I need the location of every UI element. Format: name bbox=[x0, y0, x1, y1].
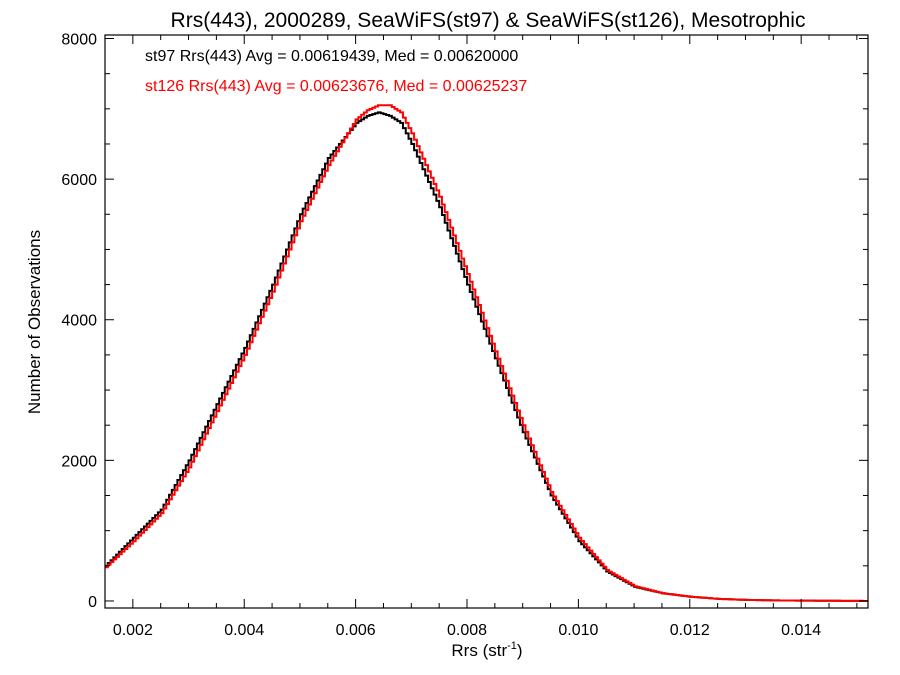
y-tick-labels: 0 2000 4000 6000 8000 bbox=[61, 32, 97, 611]
chart-title: Rrs(443), 2000289, SeaWiFS(st97) & SeaWi… bbox=[171, 9, 806, 32]
tick-marks bbox=[105, 35, 868, 608]
x-axis-label-main: Rrs (str bbox=[451, 641, 507, 660]
x-tick-label: 0.014 bbox=[781, 622, 821, 639]
y-tick-label: 6000 bbox=[61, 172, 97, 189]
y-tick-label: 0 bbox=[88, 594, 97, 611]
series-st126 bbox=[105, 104, 868, 602]
x-axis-label: Rrs (str-1) bbox=[451, 640, 522, 660]
x-tick-label: 0.008 bbox=[447, 622, 487, 639]
x-tick-label: 0.010 bbox=[558, 622, 598, 639]
y-tick-label: 8000 bbox=[61, 32, 97, 49]
x-tick-label: 0.012 bbox=[670, 622, 710, 639]
y-tick-label: 2000 bbox=[61, 453, 97, 470]
x-tick-label: 0.006 bbox=[336, 622, 376, 639]
x-tick-label: 0.004 bbox=[224, 622, 264, 639]
series-st97 bbox=[105, 111, 868, 602]
x-tick-labels: 0.002 0.004 0.006 0.008 0.010 0.012 0.014 bbox=[113, 622, 821, 639]
x-tick-label: 0.002 bbox=[113, 622, 153, 639]
annotation-st97: st97 Rrs(443) Avg = 0.00619439, Med = 0.… bbox=[145, 48, 518, 65]
x-axis-label-superscript: -1 bbox=[507, 640, 517, 652]
x-axis-label-close: ) bbox=[517, 641, 523, 660]
plot-frame bbox=[104, 34, 869, 609]
series-layer bbox=[105, 104, 868, 602]
y-axis-label: Number of Observations bbox=[25, 230, 44, 414]
y-tick-label: 4000 bbox=[61, 313, 97, 330]
annotation-st126: st126 Rrs(443) Avg = 0.00623676, Med = 0… bbox=[145, 78, 527, 95]
